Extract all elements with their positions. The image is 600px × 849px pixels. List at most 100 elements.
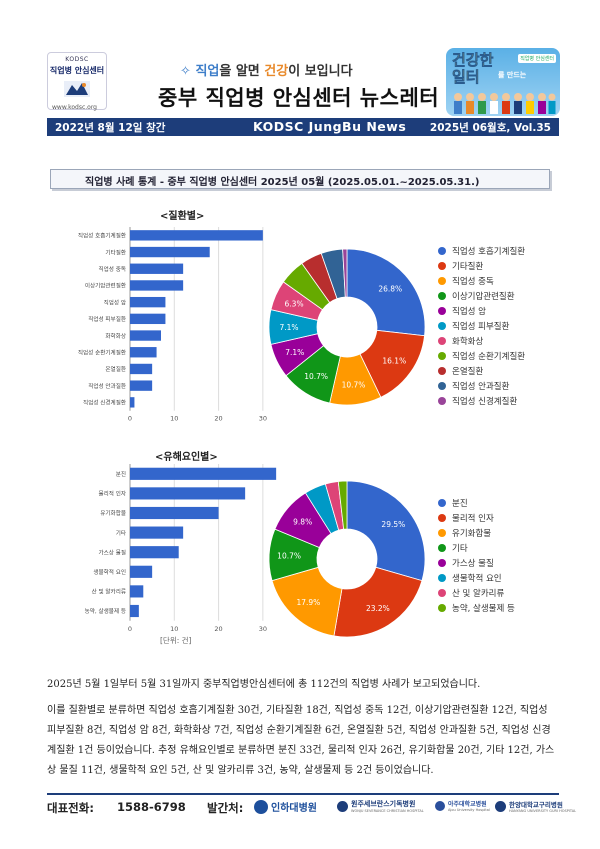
page-title: 중부 직업병 안심센터 뉴스레터 bbox=[158, 86, 440, 110]
disease-slice-label: 10.7% bbox=[342, 381, 366, 390]
footer-divider bbox=[47, 793, 559, 795]
disease-category-label: 직업성 신경계질환 bbox=[83, 399, 126, 407]
disease-slice-label: 7.1% bbox=[285, 348, 304, 357]
hazard-bar bbox=[130, 487, 246, 500]
detail-paragraph: 이를 질환별로 분류하면 직업성 호흡기계질환 30건, 기타질환 18건, 직… bbox=[47, 705, 555, 776]
hazard-category-label: 기타 bbox=[116, 529, 126, 537]
disease-tick-label: 30 bbox=[259, 415, 267, 423]
disease-slice-label: 16.1% bbox=[382, 357, 406, 366]
hazard-legend-item: 농약, 살생물제 등 bbox=[438, 600, 515, 615]
slogan: ✧ 직업을 알면 건강이 보입니다 bbox=[180, 60, 353, 79]
hazard-slice-label: 10.7% bbox=[277, 552, 301, 561]
disease-legend-label: 화학화상 bbox=[452, 336, 484, 347]
disease-category-label: 직업성 순환기계질환 bbox=[78, 348, 126, 356]
hazard-legend-item: 분진 bbox=[438, 495, 515, 510]
disease-slice-label: 26.8% bbox=[378, 284, 402, 293]
wonju-emblem-icon bbox=[337, 800, 348, 812]
phone-number: 1588-6798 bbox=[117, 800, 186, 814]
disease-bar bbox=[130, 363, 153, 375]
disease-donut-chart: 26.8% 16.1% 10.7% 10.7% 7.1% 7.1% 6.3% bbox=[268, 248, 426, 406]
disease-legend-swatch bbox=[438, 351, 446, 360]
disease-category-label: 기타질환 bbox=[105, 248, 126, 256]
disease-category-label: 온열질환 bbox=[105, 365, 126, 373]
disease-bar bbox=[130, 246, 210, 258]
disease-category-label: 화학화상 bbox=[105, 332, 126, 340]
slogan-connector-2: 이 보입니다 bbox=[288, 64, 353, 79]
disease-legend-item: 기타질환 bbox=[438, 258, 525, 273]
disease-slice-label: 10.7% bbox=[304, 372, 328, 381]
logo-emblem-icon bbox=[64, 81, 90, 97]
disease-tick-label: 10 bbox=[170, 415, 178, 423]
hazard-legend-label: 농약, 살생물제 등 bbox=[452, 603, 515, 614]
hazard-legend-label: 물리적 인자 bbox=[452, 513, 494, 524]
hazard-legend-swatch bbox=[438, 603, 446, 612]
disease-legend-swatch bbox=[438, 336, 446, 345]
logo-acronym: KODSC bbox=[65, 56, 89, 63]
hazard-legend-label: 기타 bbox=[452, 543, 468, 554]
disease-bar bbox=[130, 230, 263, 241]
disease-legend-item: 직업성 암 bbox=[438, 303, 525, 318]
hazard-tick-label: 0 bbox=[128, 625, 132, 633]
disease-legend-swatch bbox=[438, 366, 446, 375]
summary-paragraph: 2025년 5월 1일부터 5월 31일까지 중부직업병안심센터에 총 112건… bbox=[47, 679, 481, 690]
hazard-legend-label: 가스상 물질 bbox=[452, 558, 494, 569]
disease-category-label: 직업성 암 bbox=[104, 298, 126, 306]
hazard-bar bbox=[130, 585, 144, 598]
hazard-legend-item: 산 및 알카리류 bbox=[438, 585, 515, 600]
disease-legend-item: 직업성 안과질환 bbox=[438, 378, 525, 393]
hazard-legend-swatch bbox=[438, 573, 446, 582]
slogan-word-job: 직업 bbox=[195, 64, 220, 79]
hazard-slice-label: 17.9% bbox=[296, 598, 320, 607]
hazard-slice bbox=[346, 480, 426, 582]
disease-legend-label: 직업성 호흡기계질환 bbox=[452, 246, 526, 257]
hazard-legend-label: 유기화합물 bbox=[452, 528, 492, 539]
ajou-emblem-icon bbox=[435, 800, 445, 811]
logo-url: www.kodsc.org bbox=[52, 104, 97, 111]
hazard-category-label: 물리적 인자 bbox=[98, 490, 126, 498]
hazard-unit-label: [단위: 건] bbox=[160, 635, 192, 645]
disease-legend-label: 직업성 순환기계질환 bbox=[452, 351, 526, 362]
hazard-bar bbox=[130, 565, 153, 578]
disease-legend-swatch bbox=[438, 321, 446, 330]
hospital-ajou: 아주대학교병원 Ajou University Hospital bbox=[435, 799, 490, 812]
hospital-inha: 인하대병원 bbox=[254, 799, 317, 814]
badge-line-1: 건강한 bbox=[452, 51, 494, 69]
disease-slice bbox=[346, 248, 426, 337]
hazard-legend-item: 유기화합물 bbox=[438, 525, 515, 540]
disease-tick-label: 20 bbox=[214, 415, 222, 423]
healthy-workplace-badge: 건강한 일터 를 만드는 직업병 안심센터 bbox=[446, 48, 560, 116]
founding-date: 2022년 8월 12일 창간 bbox=[55, 122, 166, 134]
disease-slice-label: 7.1% bbox=[279, 323, 298, 332]
hospital-ajou-sub: Ajou University Hospital bbox=[448, 808, 490, 812]
hazard-chart-title: <유해요인별> bbox=[155, 452, 218, 463]
hazard-legend-item: 가스상 물질 bbox=[438, 555, 515, 570]
disease-chart-title: <질환별> bbox=[160, 211, 205, 222]
hazard-bar bbox=[130, 526, 184, 539]
kodsc-logo: KODSC 직업병 안심센터 bbox=[47, 52, 107, 110]
disease-legend-item: 직업성 순환기계질환 bbox=[438, 348, 525, 363]
disease-legend-swatch bbox=[438, 381, 446, 390]
hazard-slice bbox=[337, 480, 348, 530]
slogan-word-health: 건강 bbox=[264, 64, 289, 79]
disease-slice-label: 6.3% bbox=[285, 299, 304, 308]
disease-bar bbox=[130, 280, 184, 291]
hazard-legend-swatch bbox=[438, 588, 446, 597]
disease-legend-swatch bbox=[438, 261, 446, 270]
badge-tag: 직업병 안심센터 bbox=[518, 54, 556, 63]
disease-legend-item: 이상기압관련질환 bbox=[438, 288, 525, 303]
disease-bar bbox=[130, 380, 153, 391]
disease-legend-item: 직업성 호흡기계질환 bbox=[438, 243, 525, 258]
inha-emblem-icon bbox=[254, 799, 268, 814]
disease-category-label: 직업성 피부질환 bbox=[88, 315, 126, 323]
disease-category-label: 직업성 중독 bbox=[98, 265, 126, 273]
hazard-donut-chart: 29.5% 23.2% 17.9% 10.7% 9.8% bbox=[268, 480, 426, 638]
disease-legend-label: 직업성 안과질환 bbox=[452, 381, 510, 392]
disease-bar bbox=[130, 263, 184, 274]
disease-legend-swatch bbox=[438, 246, 446, 255]
hazard-bar bbox=[130, 604, 139, 618]
hazard-tick-label: 10 bbox=[170, 625, 178, 633]
disease-legend-item: 직업성 피부질환 bbox=[438, 318, 525, 333]
hospital-inha-name: 인하대병원 bbox=[271, 803, 317, 814]
hazard-legend-swatch bbox=[438, 513, 446, 522]
